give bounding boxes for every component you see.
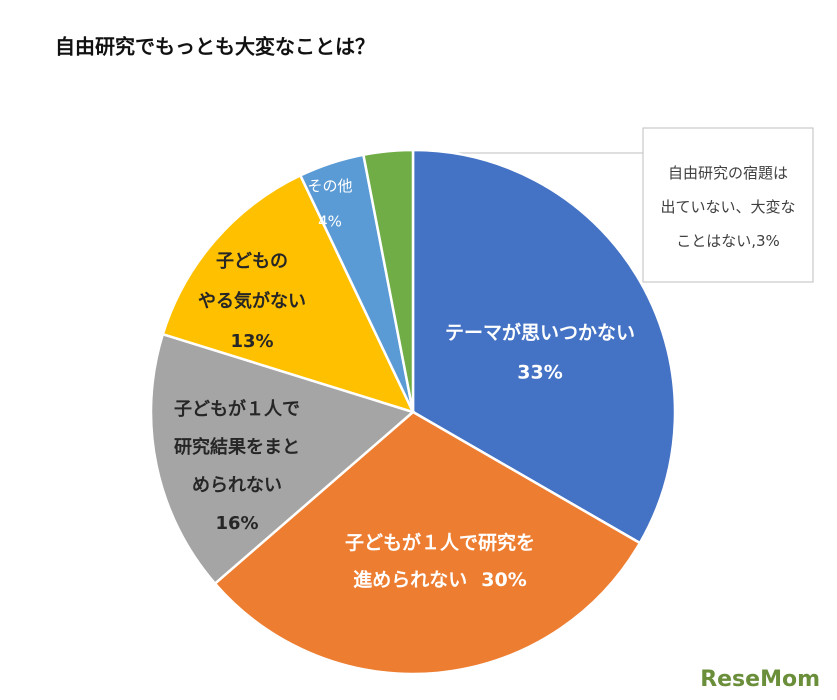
category-label: テーマが思いつかない: [445, 321, 635, 344]
value-label: 13%: [230, 331, 273, 352]
chart-title: 自由研究でもっとも大変なことは？: [55, 35, 375, 59]
slice-label: められない: [192, 475, 282, 496]
category-label: 進められない: [353, 569, 467, 591]
pie-slice: [213, 410, 642, 676]
category-label: 子どもが１人で研究を: [345, 531, 535, 554]
slice-label: やる気がない: [198, 290, 306, 312]
value-label: 16%: [215, 513, 258, 534]
pie-slice: [149, 332, 416, 586]
slice-label: 自由研究の宿題は: [668, 164, 788, 182]
category-label: その他: [307, 177, 352, 195]
category-label: ことはない,: [676, 232, 756, 250]
pie-slice: [411, 148, 677, 545]
category-label: 子どもが１人で: [174, 398, 300, 420]
category-label: やる気がない: [198, 290, 306, 312]
slice-label: テーマが思いつかない: [445, 321, 635, 344]
category-label: 自由研究の宿題は: [668, 164, 788, 182]
slice-label: ことはない,3%: [676, 232, 780, 250]
value-label: 4%: [318, 213, 342, 231]
value-label: 33%: [517, 362, 562, 384]
category-label: 出ていない、大変な: [660, 198, 795, 216]
slice-label: 研究結果をまと: [174, 436, 300, 458]
pie-slice: [361, 148, 415, 413]
category-label: 研究結果をまと: [174, 436, 300, 458]
watermark: ReseMom: [700, 667, 820, 692]
slices: [149, 148, 677, 676]
slice-label: その他: [307, 177, 352, 195]
value-label: 30%: [481, 569, 526, 591]
pie-slice: [161, 173, 416, 415]
slice-label: 子どもの: [216, 251, 288, 272]
slice-label: 進められない 30%: [353, 569, 527, 591]
callout-box: [642, 127, 814, 283]
category-label: 子どもの: [216, 251, 288, 272]
slice-label: 子どもが１人で: [174, 398, 300, 420]
category-label: められない: [192, 475, 282, 496]
slice-label: 子どもが１人で研究を: [345, 531, 535, 554]
slice-label: 出ていない、大変な: [660, 198, 795, 216]
value-label: 3%: [756, 232, 780, 250]
